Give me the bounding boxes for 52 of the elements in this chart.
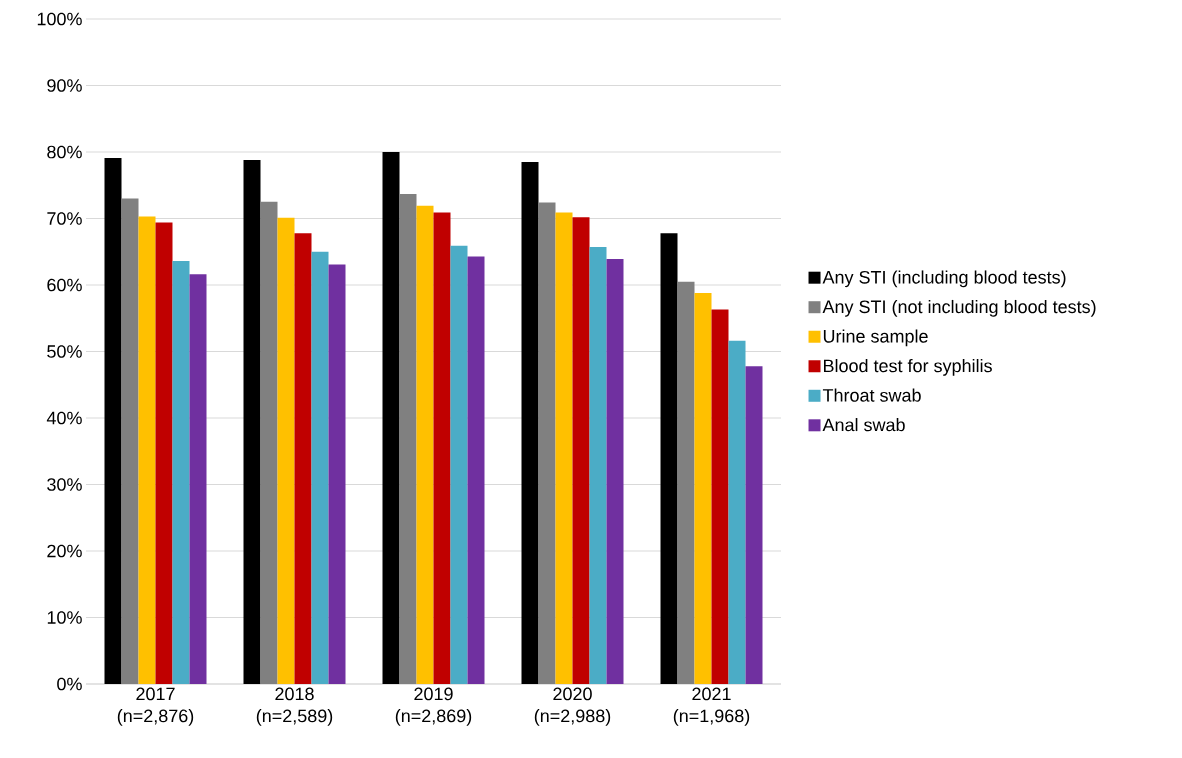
y-tick-label: 100%: [37, 12, 82, 26]
bar: [589, 247, 607, 684]
y-tick-label: 90%: [47, 79, 82, 92]
bar: [189, 274, 207, 684]
y-tick-label: 0%: [57, 677, 82, 691]
y-tick-label: 10%: [47, 611, 82, 624]
bar: [243, 159, 261, 684]
bar: [555, 212, 573, 684]
bar: [260, 201, 278, 684]
bar: [328, 264, 346, 684]
bar: [294, 233, 312, 684]
bar: [538, 202, 556, 684]
legend-label: Blood test for syphilis: [824, 358, 992, 376]
bar: [311, 251, 329, 684]
bar: [155, 222, 173, 684]
bar: [416, 205, 434, 684]
y-tick-label: 60%: [47, 278, 82, 292]
x-tick-label: 2021 (n=1,968): [673, 687, 750, 726]
x-tick-label: 2018 (n=2,589): [256, 687, 333, 726]
bar: [606, 259, 624, 684]
y-tick-label: 30%: [47, 478, 82, 491]
legend-label: Anal swab: [822, 418, 905, 432]
legend-label: Throat swab: [822, 388, 921, 402]
legend-label: Urine sample: [823, 329, 928, 347]
y-tick-label: 50%: [47, 345, 82, 358]
bar: [677, 281, 695, 684]
y-tick-label: 40%: [46, 411, 82, 425]
y-tick-label: 80%: [47, 145, 82, 159]
bar: [728, 340, 746, 684]
bar: [572, 217, 590, 684]
bar: [104, 157, 122, 684]
bar: [694, 292, 712, 684]
x-tick-label: 2019 (n=2,869): [395, 687, 472, 726]
x-tick-label: 2020 (n=2,988): [534, 687, 611, 726]
bar: [467, 256, 485, 684]
bar: [138, 216, 156, 684]
bar: [450, 245, 468, 684]
bar: [711, 309, 729, 684]
bar: [172, 261, 190, 684]
x-tick-label: 2017 (n=2,876): [117, 687, 194, 726]
bar: [382, 152, 400, 684]
bar: [277, 217, 295, 684]
bar: [399, 193, 417, 684]
bar: [660, 233, 678, 684]
bar: [433, 212, 451, 684]
y-tick-label: 20%: [47, 544, 82, 558]
legend-label: Any STI (not including blood tests): [822, 299, 1096, 317]
bar: [521, 161, 539, 684]
bar: [745, 366, 763, 684]
legend-label: Any STI (including blood tests): [822, 270, 1066, 288]
bar: [121, 198, 139, 684]
y-tick-label: 70%: [47, 212, 82, 225]
